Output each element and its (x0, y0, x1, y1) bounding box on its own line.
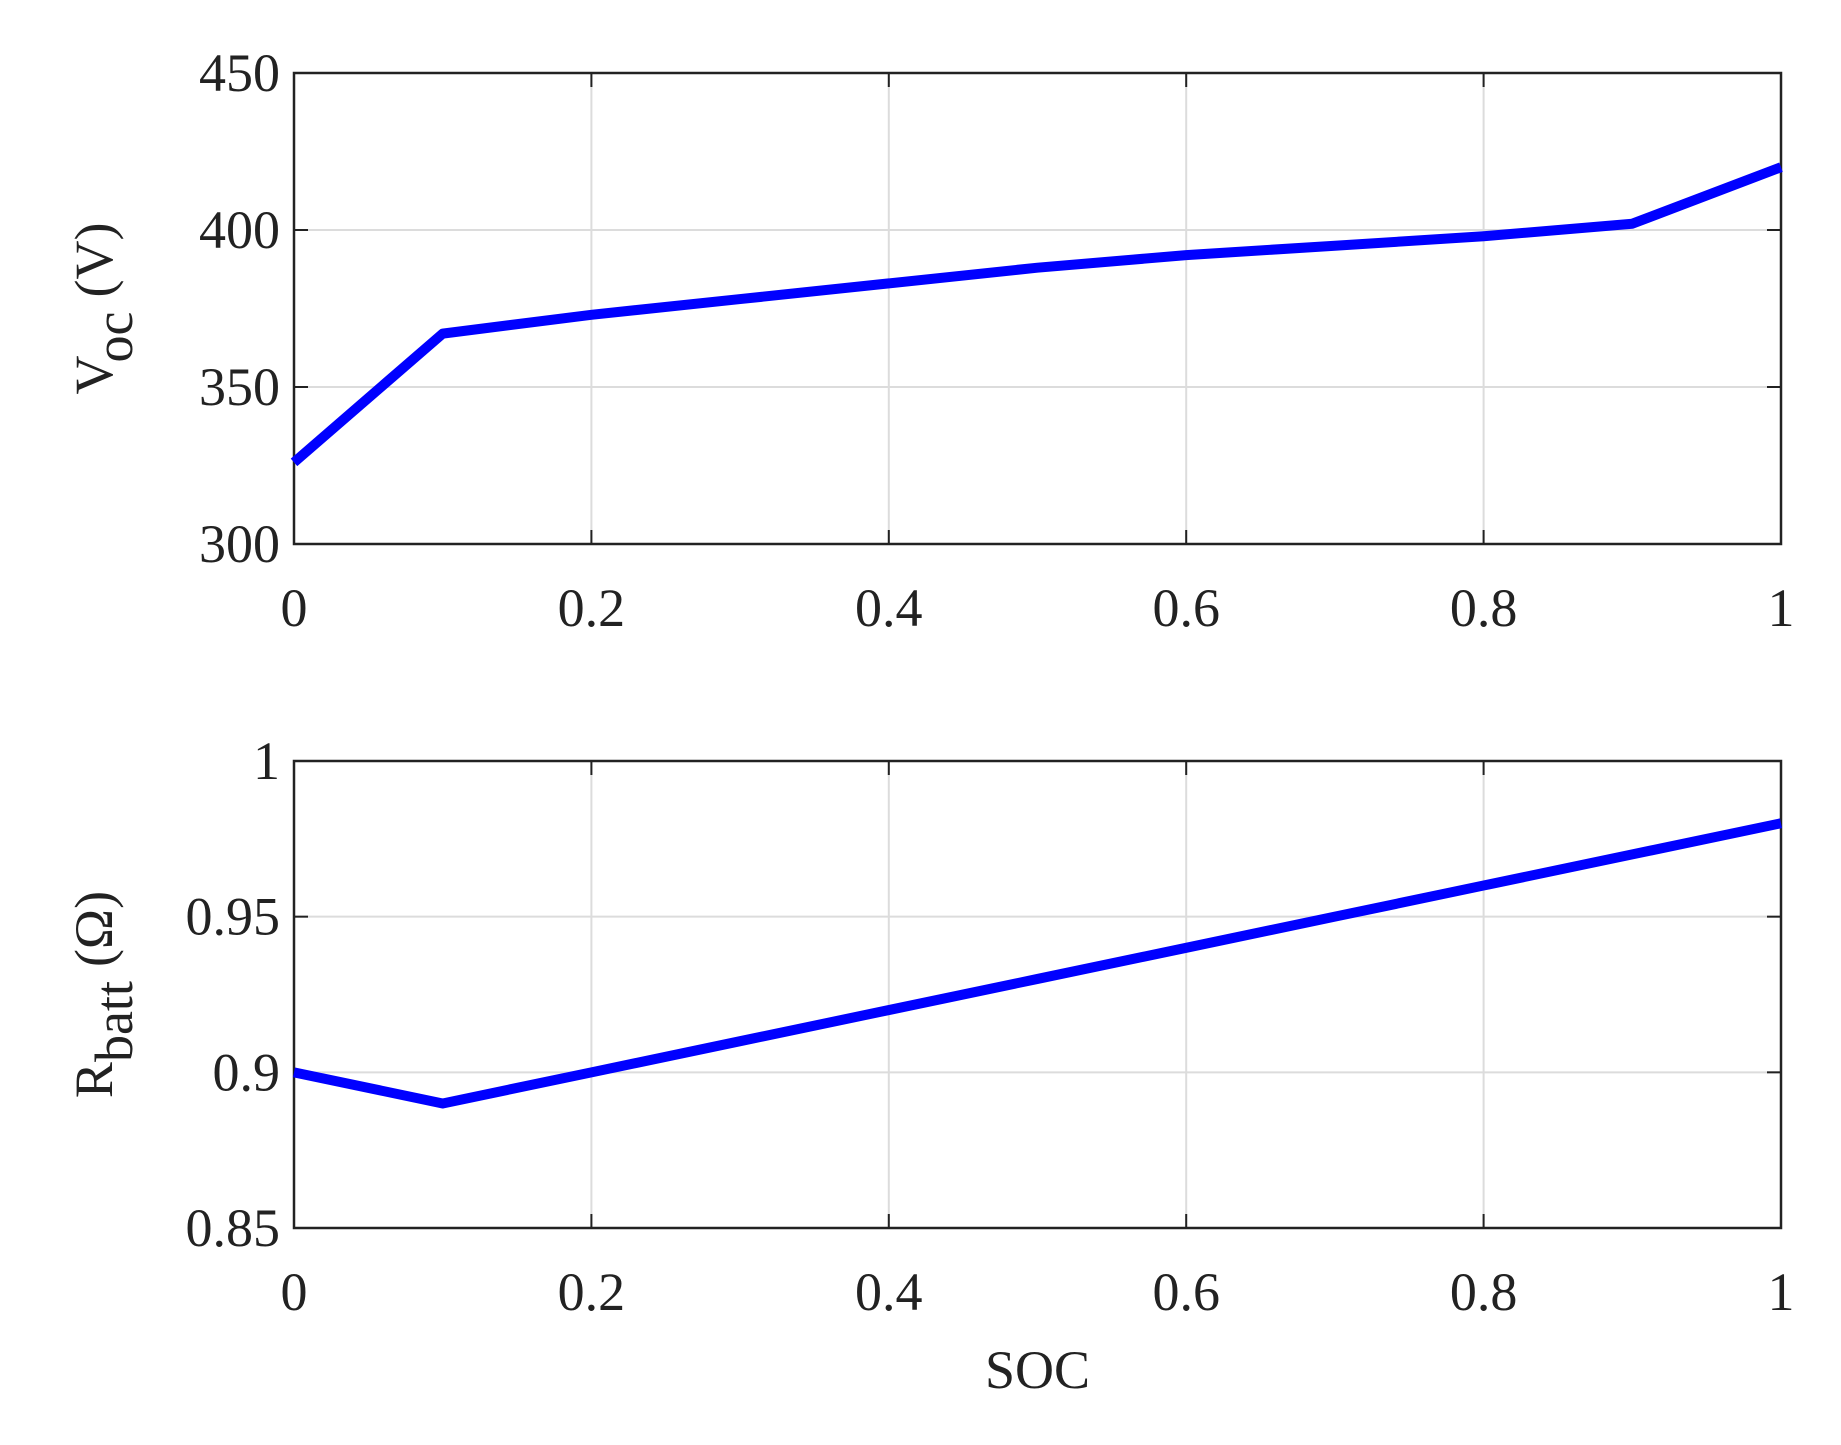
axes-box (292, 759, 1783, 1230)
y-tick-label: 350 (199, 357, 280, 417)
x-tick-label: 1 (1768, 1262, 1795, 1322)
y-axis-label: Voc(V) (64, 223, 144, 395)
x-tick-label: 0.6 (1152, 578, 1220, 638)
x-tick-label: 0.4 (855, 1262, 923, 1322)
y-axis-label: Rbatt (Ω) (64, 891, 144, 1098)
axes-box (292, 71, 1783, 546)
y-tick-label: 0.95 (186, 887, 281, 947)
y-tick-label: 1 (253, 731, 280, 791)
data-line (292, 818, 1783, 1109)
y-label-sub: batt (84, 981, 144, 1062)
y-tick-label: 0.85 (186, 1198, 281, 1258)
y-tick-label: 450 (199, 43, 280, 103)
y-tick-label: 0.9 (213, 1042, 281, 1102)
x-tick-label: 0.8 (1450, 578, 1518, 638)
x-tick-label: 0.8 (1450, 1262, 1518, 1322)
data-line (290, 162, 1783, 467)
x-tick-label: 0.4 (855, 578, 923, 638)
y-tick-label: 400 (199, 200, 280, 260)
x-tick-label: 0 (281, 1262, 308, 1322)
x-tick-label: 0.6 (1152, 1262, 1220, 1322)
y-label-unit: (Ω) (64, 891, 124, 967)
y-label-main: R (64, 1062, 124, 1098)
x-axis-label: SOC (985, 1340, 1090, 1400)
x-tick-label: 1 (1768, 578, 1795, 638)
y-label-sub: oc (84, 311, 144, 362)
y-tick-label: 300 (199, 514, 280, 574)
x-tick-label: 0.2 (558, 1262, 626, 1322)
x-tick-label: 0 (281, 578, 308, 638)
x-tick-label: 0.2 (558, 578, 626, 638)
y-label-unit: (V) (64, 223, 124, 298)
